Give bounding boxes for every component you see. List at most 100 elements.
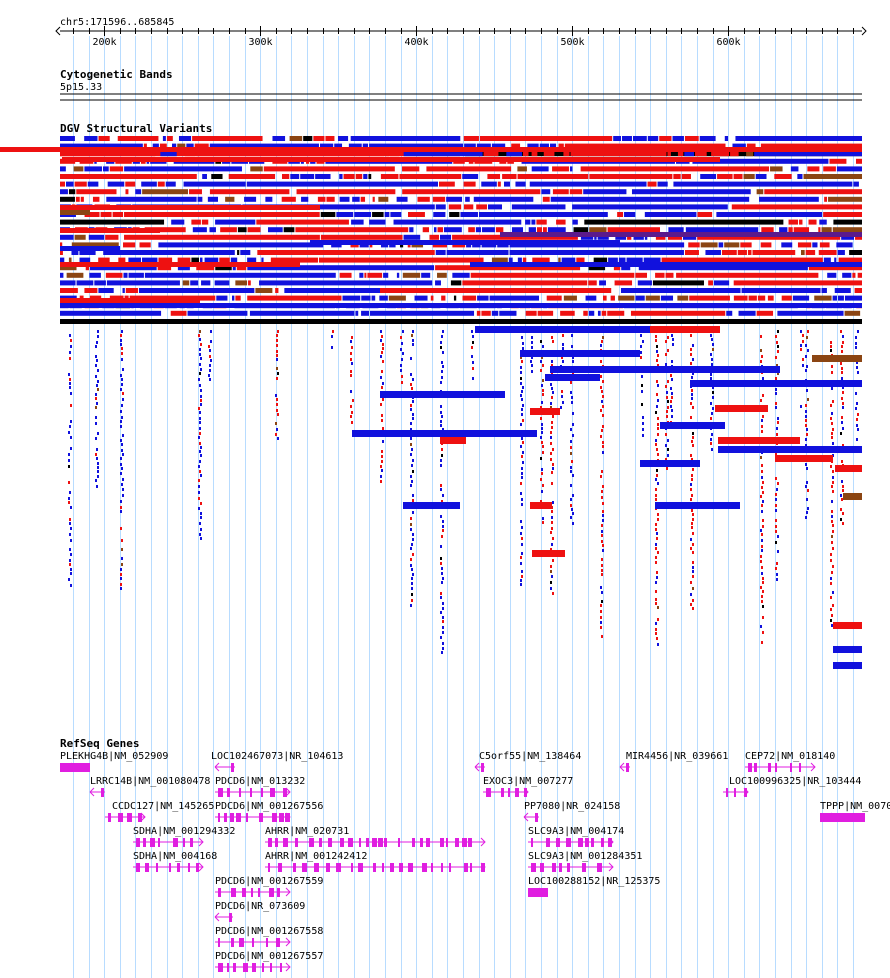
gene-exon[interactable] [820,813,865,822]
dgv-variant[interactable] [797,174,803,179]
dgv-variant[interactable] [144,227,186,233]
gene-exon[interactable] [582,863,586,872]
dgv-variant[interactable] [788,219,799,225]
dgv-variant[interactable] [522,257,527,263]
dgv-variant[interactable] [97,388,99,391]
dgv-variant[interactable] [657,417,659,420]
dgv-variant[interactable] [588,310,595,316]
dgv-variant[interactable] [667,336,669,339]
dgv-variant[interactable] [570,484,572,487]
dgv-variant[interactable] [121,443,123,446]
dgv-variant[interactable] [655,581,657,584]
dgv-variant[interactable] [465,196,470,202]
dgv-variant[interactable] [69,548,71,551]
dgv-variant[interactable] [105,234,119,240]
dgv-variant[interactable] [472,367,474,370]
dgv-variant[interactable] [412,459,414,462]
dgv-variant[interactable] [832,591,834,594]
dgv-variant[interactable] [380,330,382,333]
dgv-variant[interactable] [531,356,533,359]
dgv-variant[interactable] [471,330,473,333]
dgv-variant[interactable] [692,575,694,578]
dgv-variant[interactable] [852,272,856,278]
dgv-variant[interactable] [483,151,499,157]
dgv-variant[interactable] [96,384,98,387]
dgv-variant[interactable] [550,366,780,373]
dgv-variant[interactable] [655,502,740,509]
dgv-variant[interactable] [440,484,442,487]
gene-exon[interactable] [372,838,377,847]
dgv-variant[interactable] [552,537,554,540]
dgv-variant[interactable] [68,453,70,456]
dgv-variant[interactable] [122,494,124,497]
dgv-variant[interactable] [790,166,799,172]
dgv-variant[interactable] [570,151,667,157]
dgv-variant[interactable] [141,181,157,187]
dgv-variant[interactable] [561,390,563,393]
dgv-variant[interactable] [318,257,484,263]
dgv-variant[interactable] [432,196,446,202]
dgv-variant[interactable] [767,295,774,301]
dgv-variant[interactable] [422,227,430,233]
dgv-variant[interactable] [235,295,241,301]
dgv-variant[interactable] [819,219,827,225]
dgv-variant[interactable] [776,562,778,565]
dgv-variant[interactable] [503,181,510,187]
dgv-variant[interactable] [620,288,741,293]
dgv-variant[interactable] [833,219,862,225]
gene-exon[interactable] [283,788,287,797]
dgv-variant[interactable] [102,166,109,172]
dgv-variant[interactable] [232,265,236,271]
dgv-variant[interactable] [410,558,412,561]
dgv-variant[interactable] [463,136,479,141]
dgv-variant[interactable] [842,272,852,278]
dgv-variant[interactable] [301,196,309,202]
dgv-variant[interactable] [552,501,554,504]
dgv-variant[interactable] [79,250,96,255]
dgv-variant[interactable] [656,469,658,472]
dgv-variant[interactable] [177,257,191,263]
gene-exon[interactable] [108,813,111,822]
dgv-variant[interactable] [414,295,428,301]
dgv-variant[interactable] [531,166,549,172]
dgv-variant[interactable] [540,436,542,439]
dgv-variant[interactable] [531,336,533,339]
dgv-variant[interactable] [69,491,71,494]
dgv-variant[interactable] [831,515,833,518]
dgv-variant[interactable] [440,488,442,491]
dgv-variant[interactable] [70,527,72,530]
dgv-variant[interactable] [122,488,124,491]
dgv-variant[interactable] [352,399,354,402]
dgv-variant[interactable] [256,219,349,225]
dgv-variant[interactable] [775,452,777,455]
dgv-variant[interactable] [691,389,693,392]
dgv-variant[interactable] [210,359,212,362]
dgv-variant[interactable] [411,599,413,602]
dgv-variant[interactable] [830,577,832,580]
dgv-variant[interactable] [120,334,122,337]
dgv-variant[interactable] [831,485,833,488]
dgv-variant[interactable] [520,492,522,495]
dgv-variant[interactable] [441,454,443,457]
dgv-variant[interactable] [762,491,764,494]
gene-exon[interactable] [446,838,448,847]
dgv-variant[interactable] [601,340,603,343]
dgv-variant[interactable] [600,386,602,389]
gene-label[interactable]: LRRC14B|NM_001080478 [90,776,210,787]
dgv-variant[interactable] [661,257,823,263]
dgv-variant[interactable] [389,151,400,157]
gene-exon[interactable] [258,888,260,897]
dgv-variant[interactable] [208,345,210,348]
dgv-variant[interactable] [120,500,122,503]
dgv-variant[interactable] [635,295,645,301]
dgv-variant[interactable] [381,351,383,354]
gene-exon[interactable] [250,788,252,797]
dgv-variant[interactable] [657,354,659,357]
dgv-variant[interactable] [761,600,763,603]
dgv-variant[interactable] [499,310,517,316]
gene-exon[interactable] [626,763,629,772]
dgv-variant[interactable] [692,561,694,564]
dgv-variant[interactable] [382,343,384,346]
dgv-variant[interactable] [276,339,278,342]
dgv-variant[interactable] [528,227,536,233]
